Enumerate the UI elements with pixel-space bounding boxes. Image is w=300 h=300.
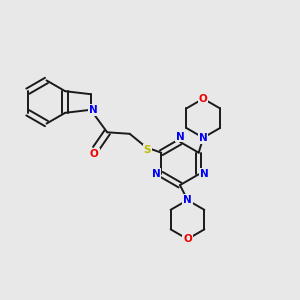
Text: N: N — [176, 131, 184, 142]
Text: O: O — [183, 234, 192, 244]
Text: O: O — [90, 148, 99, 159]
Text: N: N — [199, 133, 208, 143]
Text: O: O — [199, 94, 208, 104]
Text: N: N — [183, 195, 192, 205]
Text: N: N — [152, 169, 160, 179]
Text: N: N — [200, 169, 208, 179]
Text: N: N — [89, 105, 98, 115]
Text: S: S — [144, 145, 151, 155]
